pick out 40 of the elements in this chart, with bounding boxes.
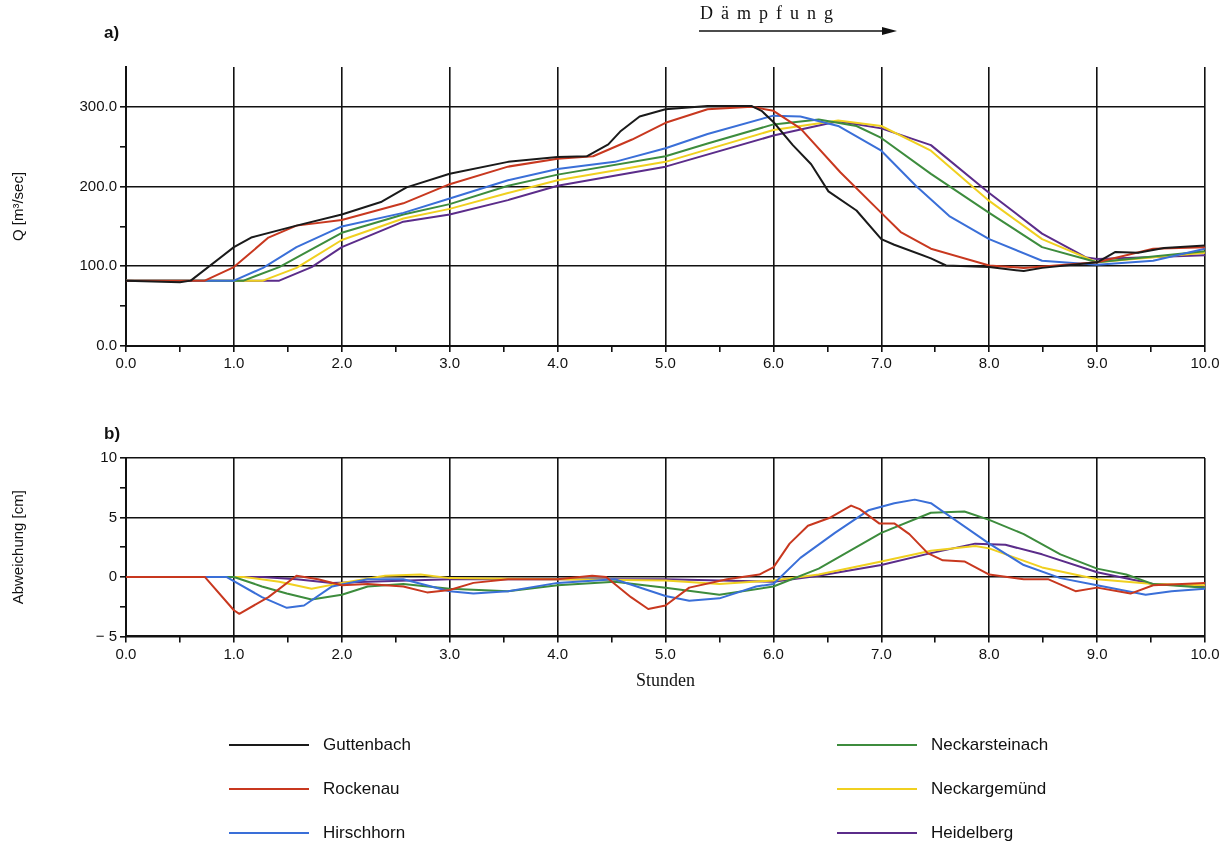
y-tick-label: 100.0 — [79, 256, 117, 274]
x-tick-label: 7.0 — [870, 644, 892, 662]
text: a) — [104, 23, 120, 43]
x-tick-label: 6.0 — [762, 644, 784, 662]
x-tick-label: 8.0 — [978, 644, 1000, 662]
x-tick-label: 5.0 — [655, 644, 676, 662]
text: b) — [104, 424, 121, 444]
legend-label: Hirschhorn — [323, 823, 406, 843]
x-tick-label: 5.0 — [655, 354, 676, 372]
x-axis-title: Stunden — [635, 669, 696, 690]
legend-label: Neckarsteinach — [931, 735, 1049, 755]
x-tick-label: 6.0 — [762, 354, 784, 372]
x-tick-label: 2.0 — [331, 644, 353, 662]
x-tick-label: 3.0 — [439, 354, 461, 372]
legend-label: Heidelberg — [931, 823, 1014, 843]
text: Dämpfung — [700, 3, 841, 24]
x-tick-label: 1.0 — [223, 354, 245, 372]
y-tick-label: 0 — [108, 567, 117, 585]
legend-label: Neckargemünd — [931, 779, 1047, 799]
x-tick-label: 10.0 — [1190, 644, 1220, 662]
x-tick-label: 1.0 — [223, 644, 245, 662]
y-tick-label: 200.0 — [79, 176, 117, 194]
legend-label: Guttenbach — [323, 735, 411, 755]
y-axis-title: Abweichung [cm] — [9, 490, 27, 605]
y-tick-label: 5 — [108, 507, 117, 525]
x-tick-label: 9.0 — [1086, 644, 1108, 662]
y-tick-label: − 5 — [95, 626, 117, 644]
x-tick-label: 4.0 — [547, 644, 569, 662]
y-axis-title: Q [m³/sec] — [9, 171, 27, 242]
legend-label: Rockenau — [323, 779, 400, 799]
x-tick-label: 3.0 — [439, 644, 461, 662]
x-tick-label: 7.0 — [870, 354, 892, 372]
x-tick-label: 2.0 — [331, 354, 353, 372]
x-tick-label: 8.0 — [978, 354, 1000, 372]
x-tick-label: 4.0 — [547, 354, 569, 372]
x-tick-label: 9.0 — [1086, 354, 1108, 372]
y-tick-label: 10 — [100, 448, 117, 466]
y-tick-label: 300.0 — [79, 97, 117, 114]
x-tick-label: 10.0 — [1190, 354, 1220, 372]
y-tick-label: 0.0 — [96, 336, 117, 354]
